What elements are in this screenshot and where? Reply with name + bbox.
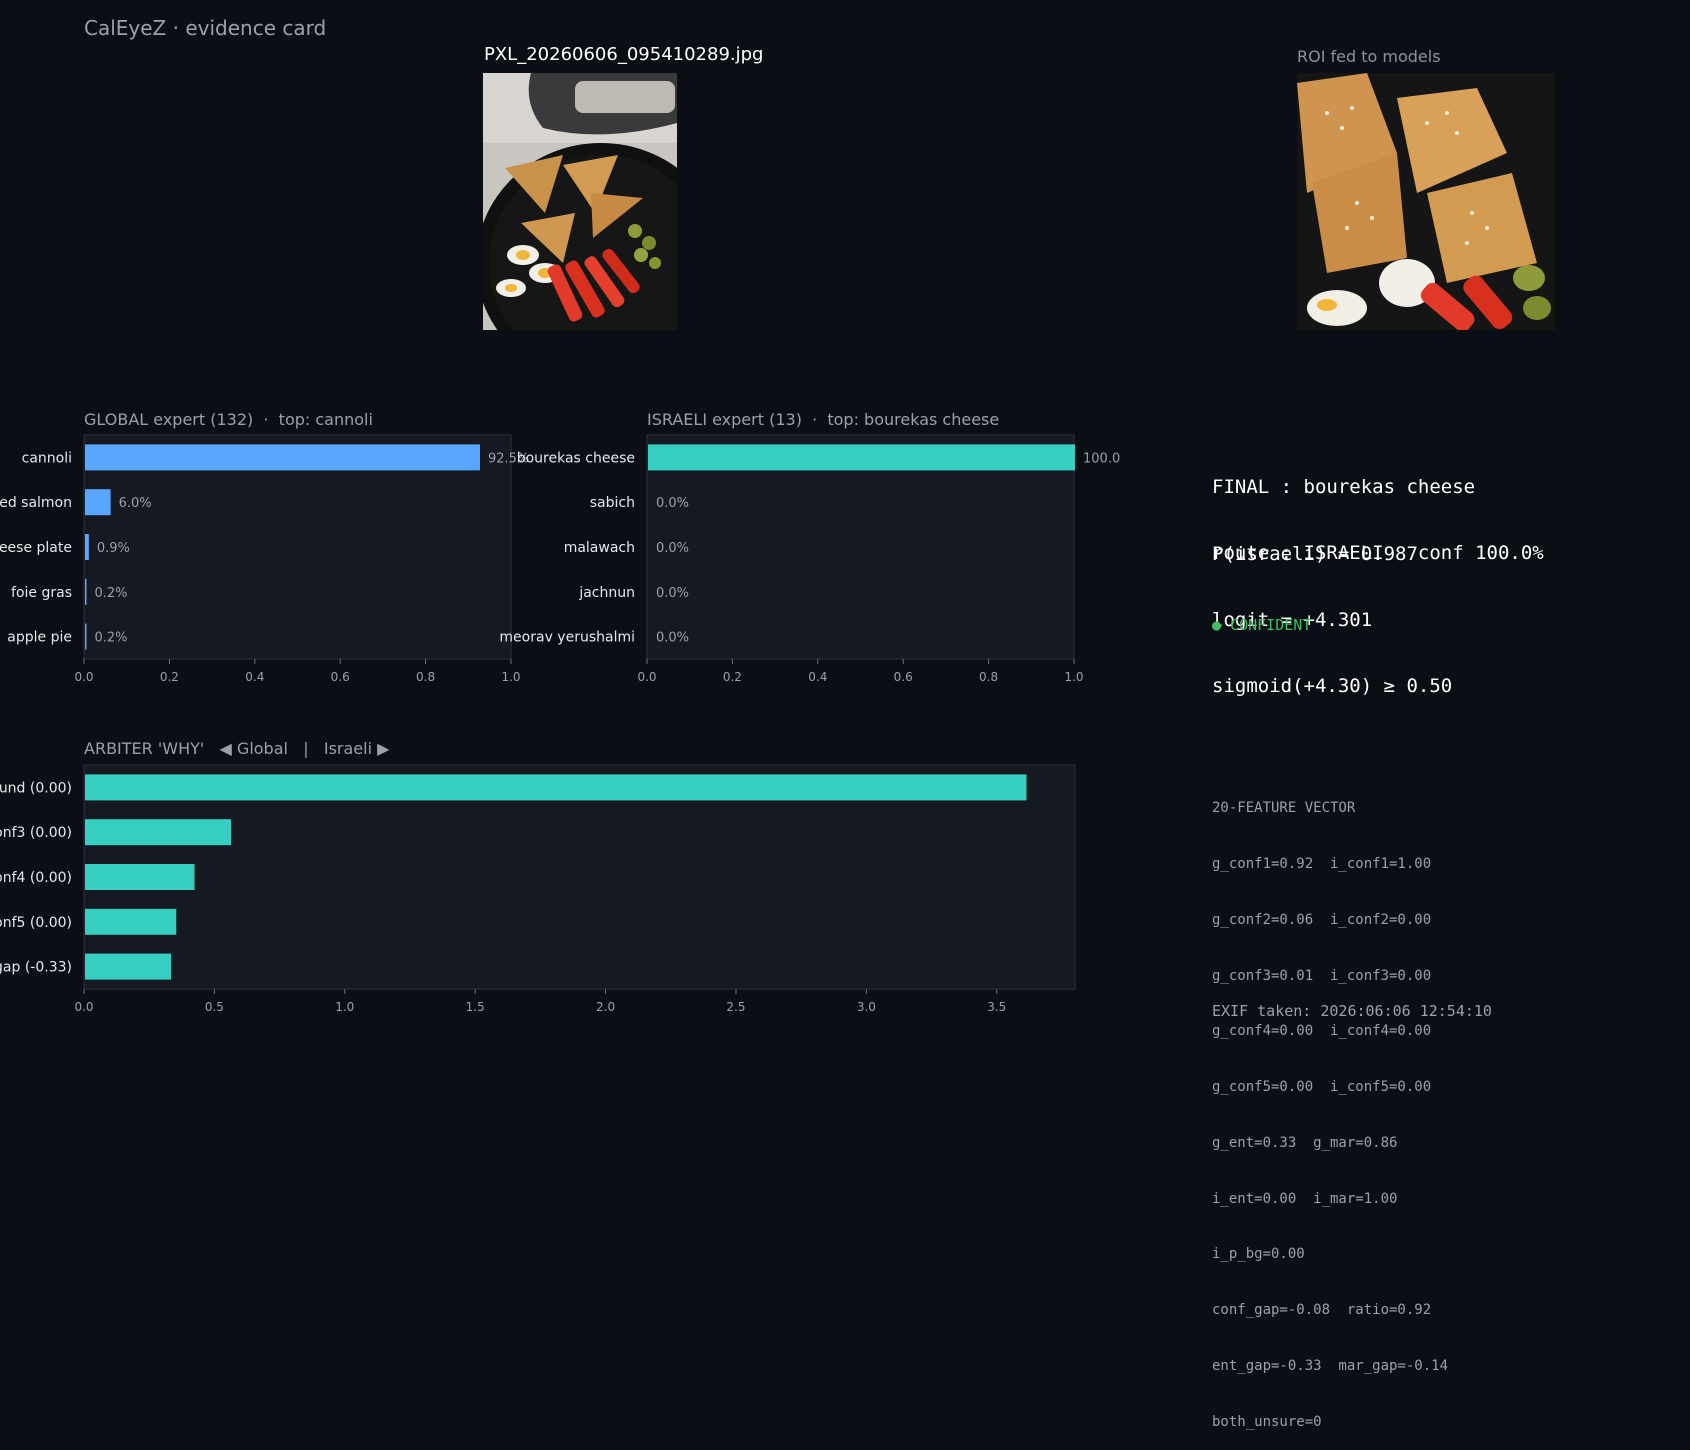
feature-vector: 20-FEATURE VECTOR g_conf1=0.92 i_conf1=1… — [1212, 762, 1448, 1450]
feature-line: g_conf3=0.01 i_conf3=0.00 — [1212, 967, 1432, 984]
feature-line: g_conf4=0.00 i_conf4=0.00 — [1212, 1023, 1432, 1040]
bar — [85, 908, 177, 935]
tick-label: 2.5 — [726, 1000, 745, 1014]
roi-label: ROI fed to models — [1297, 47, 1441, 66]
category-label: meorav yerushalmi — [499, 630, 635, 646]
arbiter-chart: i_p_bg_round (0.00) i_conf3 (0.00) i_conf4… — [0, 764, 1076, 1014]
feature-vector-title: 20-FEATURE VECTOR — [1212, 800, 1356, 817]
feature-line: g_conf2=0.06 i_conf2=0.00 — [1212, 911, 1432, 928]
bar — [85, 534, 89, 560]
value-label: 0.0% — [656, 541, 689, 556]
global-panel-title: GLOBAL expert (132) · top: cannoli — [84, 410, 373, 429]
tick-label: 0.6 — [331, 670, 350, 684]
bar — [648, 444, 1075, 471]
israeli-panel-title: ISRAELI expert (13) · top: bourekas chee… — [647, 410, 1000, 429]
value-label: 0.0% — [656, 496, 689, 511]
bar — [85, 623, 87, 650]
tick-label: 2.0 — [596, 1000, 615, 1014]
category-label: i_conf4 (0.00) — [0, 870, 72, 886]
tick-label: 1.0 — [335, 1000, 354, 1014]
category-label: ent_gap (-0.33) — [0, 960, 72, 976]
tick-label: 1.0 — [501, 670, 520, 684]
feature-line: both_unsure=0 — [1212, 1413, 1322, 1430]
final-line: FINAL : bourekas cheese — [1212, 476, 1476, 498]
tick-label: 0.0 — [74, 670, 93, 684]
plot-area — [646, 434, 1075, 660]
value-label: 0.0% — [656, 631, 689, 646]
category-label: cannoli — [22, 450, 72, 466]
plot-area — [83, 764, 1076, 990]
p-israeli-line: P(israeli) = 0.987 — [1212, 543, 1418, 565]
value-label: 0.2% — [95, 586, 128, 601]
category-label: malawach — [564, 540, 635, 556]
value-label: 100.0% — [1083, 451, 1120, 466]
feature-line: i_p_bg=0.00 — [1212, 1246, 1305, 1263]
feature-line: g_conf5=0.00 i_conf5=0.00 — [1212, 1079, 1432, 1096]
final-result: FINAL : bourekas cheese route : ISRAELI … — [1212, 432, 1544, 586]
category-label: jachnun — [578, 585, 635, 601]
value-label: 0.0% — [656, 586, 689, 601]
israeli-expert-chart: bourekas cheese 100.0% sabich 0.0% malawach 0… — [499, 434, 1120, 684]
tick-label: 0.2 — [160, 670, 179, 684]
plot-area — [83, 434, 512, 660]
value-label: 0.2% — [95, 631, 128, 646]
bar — [85, 774, 1027, 801]
category-label: i_conf5 (0.00) — [0, 915, 72, 931]
tick-label: 0.4 — [245, 670, 264, 684]
bar — [85, 444, 480, 471]
value-label: 92.5% — [488, 451, 529, 466]
bar — [85, 864, 195, 890]
tick-label: 0.8 — [979, 670, 998, 684]
value-label: 6.0% — [119, 496, 152, 511]
feature-line: g_ent=0.33 g_mar=0.86 — [1212, 1134, 1398, 1151]
feature-line: conf_gap=-0.08 ratio=0.92 — [1212, 1302, 1432, 1319]
exif-timestamp: EXIF taken: 2026:06:06 12:54:10 — [1212, 1002, 1492, 1020]
tick-label: 1.0 — [1064, 670, 1083, 684]
arbiter-panel-title: ARBITER 'WHY' ◀ Global | Israeli ▶ — [84, 739, 390, 758]
feature-line: i_ent=0.00 i_mar=1.00 — [1212, 1190, 1398, 1207]
bar — [85, 819, 232, 846]
logit-line: logit = +4.301 — [1212, 609, 1373, 631]
tick-label: 0.6 — [894, 670, 913, 684]
bar — [85, 489, 111, 516]
food-photo — [483, 73, 677, 330]
global-expert-chart: cannoli 92.5% smoked salmon 6.0% cheese plat… — [0, 434, 529, 684]
confidence-status: ● CONFIDENT — [1212, 616, 1312, 634]
category-label: bourekas cheese — [517, 450, 635, 466]
category-label: sabich — [590, 495, 635, 511]
tick-label: 0.0 — [637, 670, 656, 684]
sigmoid-line: sigmoid(+4.30) ≥ 0.50 — [1212, 675, 1453, 697]
route-line: route : ISRAELI conf 100.0% — [1212, 542, 1544, 564]
category-label: i_conf3 (0.00) — [0, 825, 72, 841]
tick-label: 0.5 — [205, 1000, 224, 1014]
tick-label: 0.4 — [808, 670, 827, 684]
category-label: foie gras — [11, 585, 72, 601]
tick-label: 0.2 — [723, 670, 742, 684]
category-label: cheese plate — [0, 540, 72, 556]
bar — [85, 953, 172, 980]
tick-label: 1.5 — [466, 1000, 485, 1014]
tick-label: 3.0 — [857, 1000, 876, 1014]
roi-photo — [1297, 73, 1555, 330]
category-label: i_p_bg_round (0.00) — [0, 780, 72, 796]
tick-label: 0.0 — [74, 1000, 93, 1014]
tick-label: 3.5 — [987, 1000, 1006, 1014]
image-filename: PXL_20260606_095410289.jpg — [484, 44, 764, 65]
bar — [85, 578, 87, 605]
tick-label: 0.8 — [416, 670, 435, 684]
category-label: smoked salmon — [0, 495, 72, 511]
feature-line: ent_gap=-0.33 mar_gap=-0.14 — [1212, 1358, 1449, 1374]
card-title: CalEyeZ · evidence card — [84, 16, 327, 40]
value-label: 0.9% — [97, 541, 130, 556]
feature-line: g_conf1=0.92 i_conf1=1.00 — [1212, 855, 1432, 872]
probability-block: P(israeli) = 0.987 logit = +4.301 sigmoi… — [1212, 499, 1452, 719]
category-label: apple pie — [7, 630, 72, 646]
